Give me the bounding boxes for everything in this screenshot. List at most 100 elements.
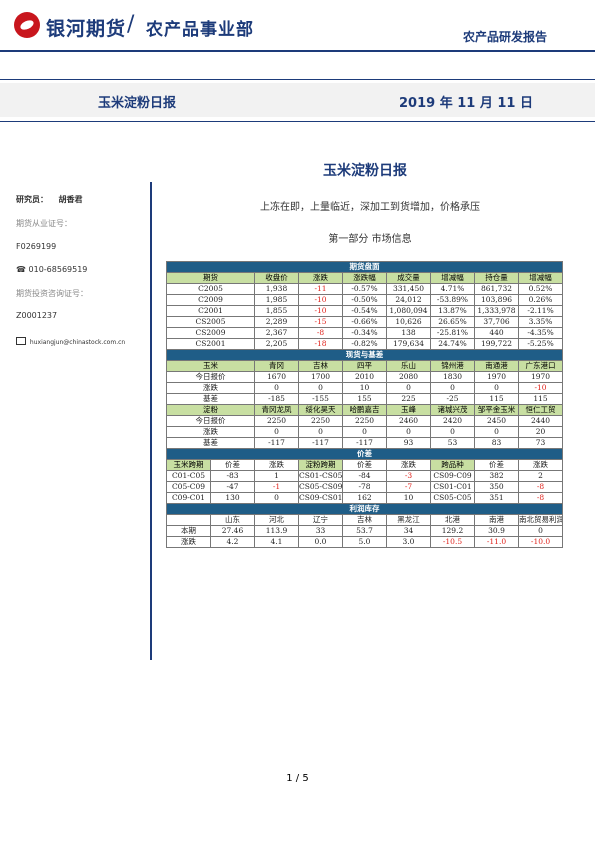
table-cell: -7 [386,481,431,493]
table-row: 涨跌 0 0 0 0 0 0 20 [166,426,564,438]
table-cell: CS2005 [166,316,255,328]
table-cell: 26.65% [430,316,475,328]
band-top-rule [0,79,595,80]
table-cell: 2450 [474,415,519,427]
qualification-label: 期货从业证号： [16,219,72,228]
table-cell: 基差 [166,393,255,405]
section-heading: 第一部分 市场信息 [328,234,412,245]
table-cell: -4.35% [517,327,564,339]
profit-header-row: 山东 河北 辽宁 吉林 黑龙江 北港 南港 南北贸易利润 [166,514,564,526]
table-cell: -0.34% [342,327,387,339]
department-name: 农产品事业部 [146,20,254,40]
table-cell: CS05-CS09 [298,481,343,493]
table-row: C09-C01 130 0 CS09-CS01 162 10 CS05-C05 … [166,492,564,504]
table-cell: 93 [386,437,431,449]
table-cell: 113.9 [254,525,299,537]
table-cell: 103,896 [474,294,519,306]
table-cell: 0 [386,382,431,394]
investment-label: 期货投资咨询证号： [16,289,88,298]
table-cell: 涨跌 [166,536,211,548]
table-cell: 涨跌 [166,426,255,438]
table-cell: 2080 [386,371,431,383]
table-cell: 0 [298,426,343,438]
table-cell: 0 [386,426,431,438]
table-cell: -8 [517,481,564,493]
table-cell: CS2001 [166,338,255,350]
table-cell: CS05-C05 [430,492,475,504]
table-cell: 440 [474,327,519,339]
table-cell: 155 [342,393,387,405]
table-cell: 179,634 [386,338,431,350]
table-cell: 0 [474,382,519,394]
futures-header-row: 期货 收盘价 涨跌 涨跌幅 成交量 增减幅 持仓量 增减幅 [166,272,564,284]
spot-section-title: 现货与基差 [165,349,564,361]
table-cell: -10 [517,382,564,394]
table-cell: 53.7 [342,525,387,537]
document-title: 玉米淀粉日报 [323,163,407,179]
table-cell: C2005 [166,283,255,295]
table-cell: -53.89% [430,294,475,306]
table-header-cell: 哈鹏嘉吉 [342,404,387,416]
table-header-cell: 淀粉跨期 [298,459,343,471]
table-cell: -0.50% [342,294,387,306]
table-cell: 331,450 [386,283,431,295]
mail-icon [16,337,26,345]
table-cell: 1670 [254,371,299,383]
document-subtitle: 上冻在即，上量临近，深加工到货增加，价格承压 [260,202,480,213]
table-cell: CS01-C01 [430,481,475,493]
table-cell: 2 [517,470,564,482]
spread-section-row: 价差 [165,448,564,460]
table-cell: 2,205 [254,338,299,350]
table-cell: -25.81% [430,327,475,339]
table-cell: -117 [298,437,343,449]
table-row: C01-C05 -83 1 CS01-CS05 -84 -3 CS09-C09 … [166,470,564,482]
futures-section-row: 期货盘面 [165,261,564,273]
table-cell: 2250 [298,415,343,427]
table-cell: 0 [517,525,564,537]
table-cell: C05-C09 [166,481,211,493]
table-cell: 138 [386,327,431,339]
table-cell: 1830 [430,371,475,383]
table-cell: 1,938 [254,283,299,295]
table-cell: 0 [474,426,519,438]
table-header-cell: 价差 [342,459,387,471]
table-header-cell: 成交量 [386,272,431,284]
table-header-cell: 南港 [474,514,519,526]
table-cell: 1,855 [254,305,299,317]
table-cell: -8 [517,492,564,504]
corn-header-row: 玉米 青冈 吉林 四平 乐山 锦州港 南通港 广东港口 [166,360,564,372]
page-number: 1 / 5 [286,773,309,784]
spread-section-title: 价差 [165,448,564,460]
spot-section-row: 现货与基差 [165,349,564,361]
table-cell: -0.82% [342,338,387,350]
title-band [0,83,595,117]
table-header-cell: 吉林 [298,360,343,372]
header-divider: / [127,12,135,37]
table-cell: 1970 [517,371,564,383]
table-cell: -10 [298,294,343,306]
table-cell: 0.0 [298,536,343,548]
qualification-number: F0269199 [16,242,57,251]
table-cell: C09-C01 [166,492,211,504]
table-cell: 20 [517,426,564,438]
content-divider [150,182,152,660]
email-address[interactable]: huxiangjun@chinastock.com.cn [29,339,126,346]
profit-section-row: 利润库存 [165,503,564,515]
table-cell: 162 [342,492,387,504]
table-cell: -185 [254,393,299,405]
table-cell: -2.11% [517,305,564,317]
table-cell: 0 [254,426,299,438]
table-cell: 382 [474,470,519,482]
table-cell: 10 [386,492,431,504]
table-cell: -155 [298,393,343,405]
table-cell: CS01-CS05 [298,470,343,482]
market-info-table: 期货盘面 期货 收盘价 涨跌 涨跌幅 成交量 增减幅 持仓量 增减幅 C2005… [165,261,564,548]
table-header-cell [166,514,211,526]
table-cell: 2460 [386,415,431,427]
table-cell: 24.74% [430,338,475,350]
table-cell: 861,732 [474,283,519,295]
table-row: C2009 1,985 -10 -0.50% 24,012 -53.89% 10… [166,294,564,306]
table-cell: 0 [342,426,387,438]
table-header-cell: 涨跌 [298,272,343,284]
table-row: C2005 1,938 -11 -0.57% 331,450 4.71% 861… [166,283,564,295]
